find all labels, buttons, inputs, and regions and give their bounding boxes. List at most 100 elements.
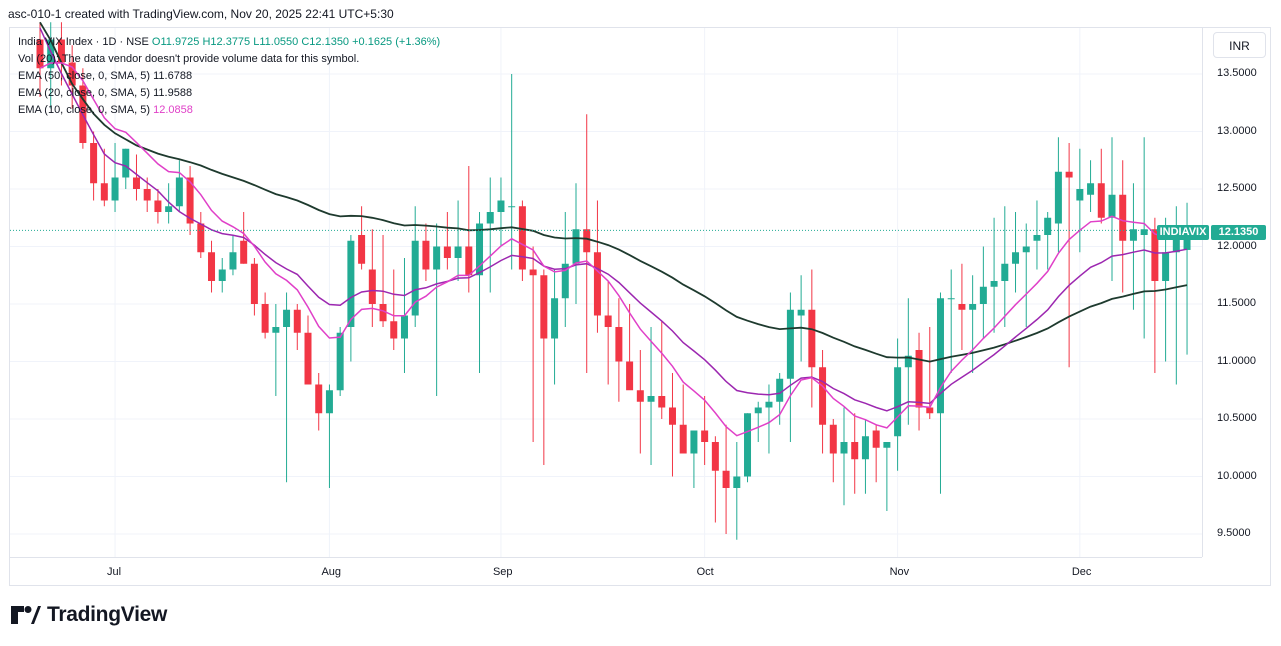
ema50-line: [39, 21, 1188, 363]
candle: [722, 424, 730, 534]
candle: [861, 419, 869, 494]
candle: [443, 212, 451, 270]
legend-ohlc: O11.9725 H12.3775 L11.0550 C12.1350 +0.1…: [151, 36, 441, 48]
candle: [894, 338, 902, 471]
candle: [518, 200, 526, 281]
candle: [422, 223, 430, 281]
candle: [433, 223, 441, 396]
candle: [829, 419, 837, 483]
candle: [454, 200, 462, 281]
time-tick-label: Jul: [107, 566, 122, 578]
tradingview-logo-icon: [11, 606, 41, 624]
legend-volume: Vol (20): The data vendor doesn't provid…: [18, 53, 360, 65]
candle: [851, 413, 859, 494]
price-tick-label: 11.0000: [1217, 354, 1256, 367]
legend-ema10-value: 12.0858: [153, 104, 193, 116]
candle: [90, 131, 98, 201]
candle: [915, 332, 923, 431]
candle: [283, 292, 291, 483]
time-scale-border: [10, 557, 1202, 558]
candle: [229, 235, 237, 276]
tradingview-logo[interactable]: TradingView: [11, 603, 167, 627]
candle: [250, 258, 258, 316]
price-tick-label: 12.0000: [1217, 239, 1257, 252]
legend-ema50-row[interactable]: EMA (50, close, 0, SMA, 5) 11.6788: [18, 68, 440, 85]
price-tick-label: 13.0000: [1217, 124, 1257, 137]
ema20-line: [39, 27, 1188, 412]
time-tick-label: Sep: [492, 566, 513, 578]
candle: [636, 350, 644, 454]
candle: [100, 148, 108, 207]
candle: [132, 154, 140, 201]
candle: [304, 315, 312, 385]
currency-button[interactable]: INR: [1213, 32, 1266, 58]
candle: [261, 292, 269, 339]
candle: [165, 183, 173, 224]
price-tick-label: 9.5000: [1217, 527, 1251, 539]
candle: [47, 22, 55, 109]
price-tick-label: 10.5000: [1217, 412, 1257, 424]
candle: [272, 304, 280, 396]
candle: [690, 430, 698, 488]
candle: [1087, 160, 1095, 212]
candle: [540, 269, 548, 465]
candle: [411, 206, 419, 327]
candle: [1108, 137, 1116, 281]
candle: [486, 177, 494, 293]
candle: [765, 384, 773, 454]
candle: [776, 373, 784, 425]
candle: [593, 200, 601, 333]
candle: [497, 177, 505, 247]
candle: [315, 373, 323, 431]
legend-ema10-label: EMA (10, close, 0, SMA, 5): [18, 104, 151, 116]
time-tick-label: Nov: [889, 566, 910, 578]
candle: [1054, 137, 1062, 253]
candle: [1044, 212, 1052, 270]
candle: [154, 189, 162, 224]
legend-symbol-row[interactable]: India VIX Index · 1D · NSE O11.9725 H12.…: [18, 34, 440, 51]
candle: [604, 281, 612, 385]
candle: [797, 275, 805, 362]
legend-title: India VIX Index · 1D · NSE: [18, 36, 149, 48]
legend-ema10-row[interactable]: EMA (10, close, 0, SMA, 5) 12.0858: [18, 102, 440, 119]
candle: [872, 424, 880, 483]
legend-ema20-label: EMA (20, close, 0, SMA, 5): [18, 87, 151, 99]
candle: [368, 229, 376, 327]
candle: [325, 384, 333, 488]
candle: [947, 269, 955, 373]
candle: [1119, 160, 1127, 293]
legend-volume-row[interactable]: Vol (20): The data vendor doesn't provid…: [18, 51, 440, 68]
legend-ema20-row[interactable]: EMA (20, close, 0, SMA, 5) 11.9588: [18, 85, 440, 102]
brand-name: TradingView: [47, 603, 168, 626]
candle: [1129, 183, 1137, 310]
candle: [647, 327, 655, 465]
candle: [883, 442, 891, 511]
candle: [904, 298, 912, 425]
time-tick-label: Aug: [321, 566, 342, 578]
candle: [68, 45, 76, 109]
candle: [1097, 148, 1105, 224]
candle: [1151, 217, 1159, 373]
candle: [336, 327, 344, 396]
candle: [508, 74, 516, 270]
candle: [476, 212, 484, 373]
candle: [701, 396, 709, 465]
candle: [1065, 143, 1073, 368]
candle: [969, 275, 977, 373]
time-tick-label: Dec: [1071, 566, 1092, 578]
candle: [958, 263, 966, 350]
chart-header: asc-010-1 created with TradingView.com, …: [8, 7, 394, 21]
candle: [293, 304, 301, 350]
candle: [658, 321, 666, 419]
price-tick-label: 11.5000: [1217, 297, 1256, 309]
candle: [1012, 212, 1020, 293]
candle: [208, 240, 216, 293]
ema10-line: [39, 62, 1188, 437]
candle: [1140, 137, 1148, 339]
candle: [572, 183, 580, 304]
candle: [744, 413, 752, 483]
candle: [1022, 223, 1030, 327]
candle: [390, 269, 398, 350]
candle: [1001, 206, 1009, 327]
